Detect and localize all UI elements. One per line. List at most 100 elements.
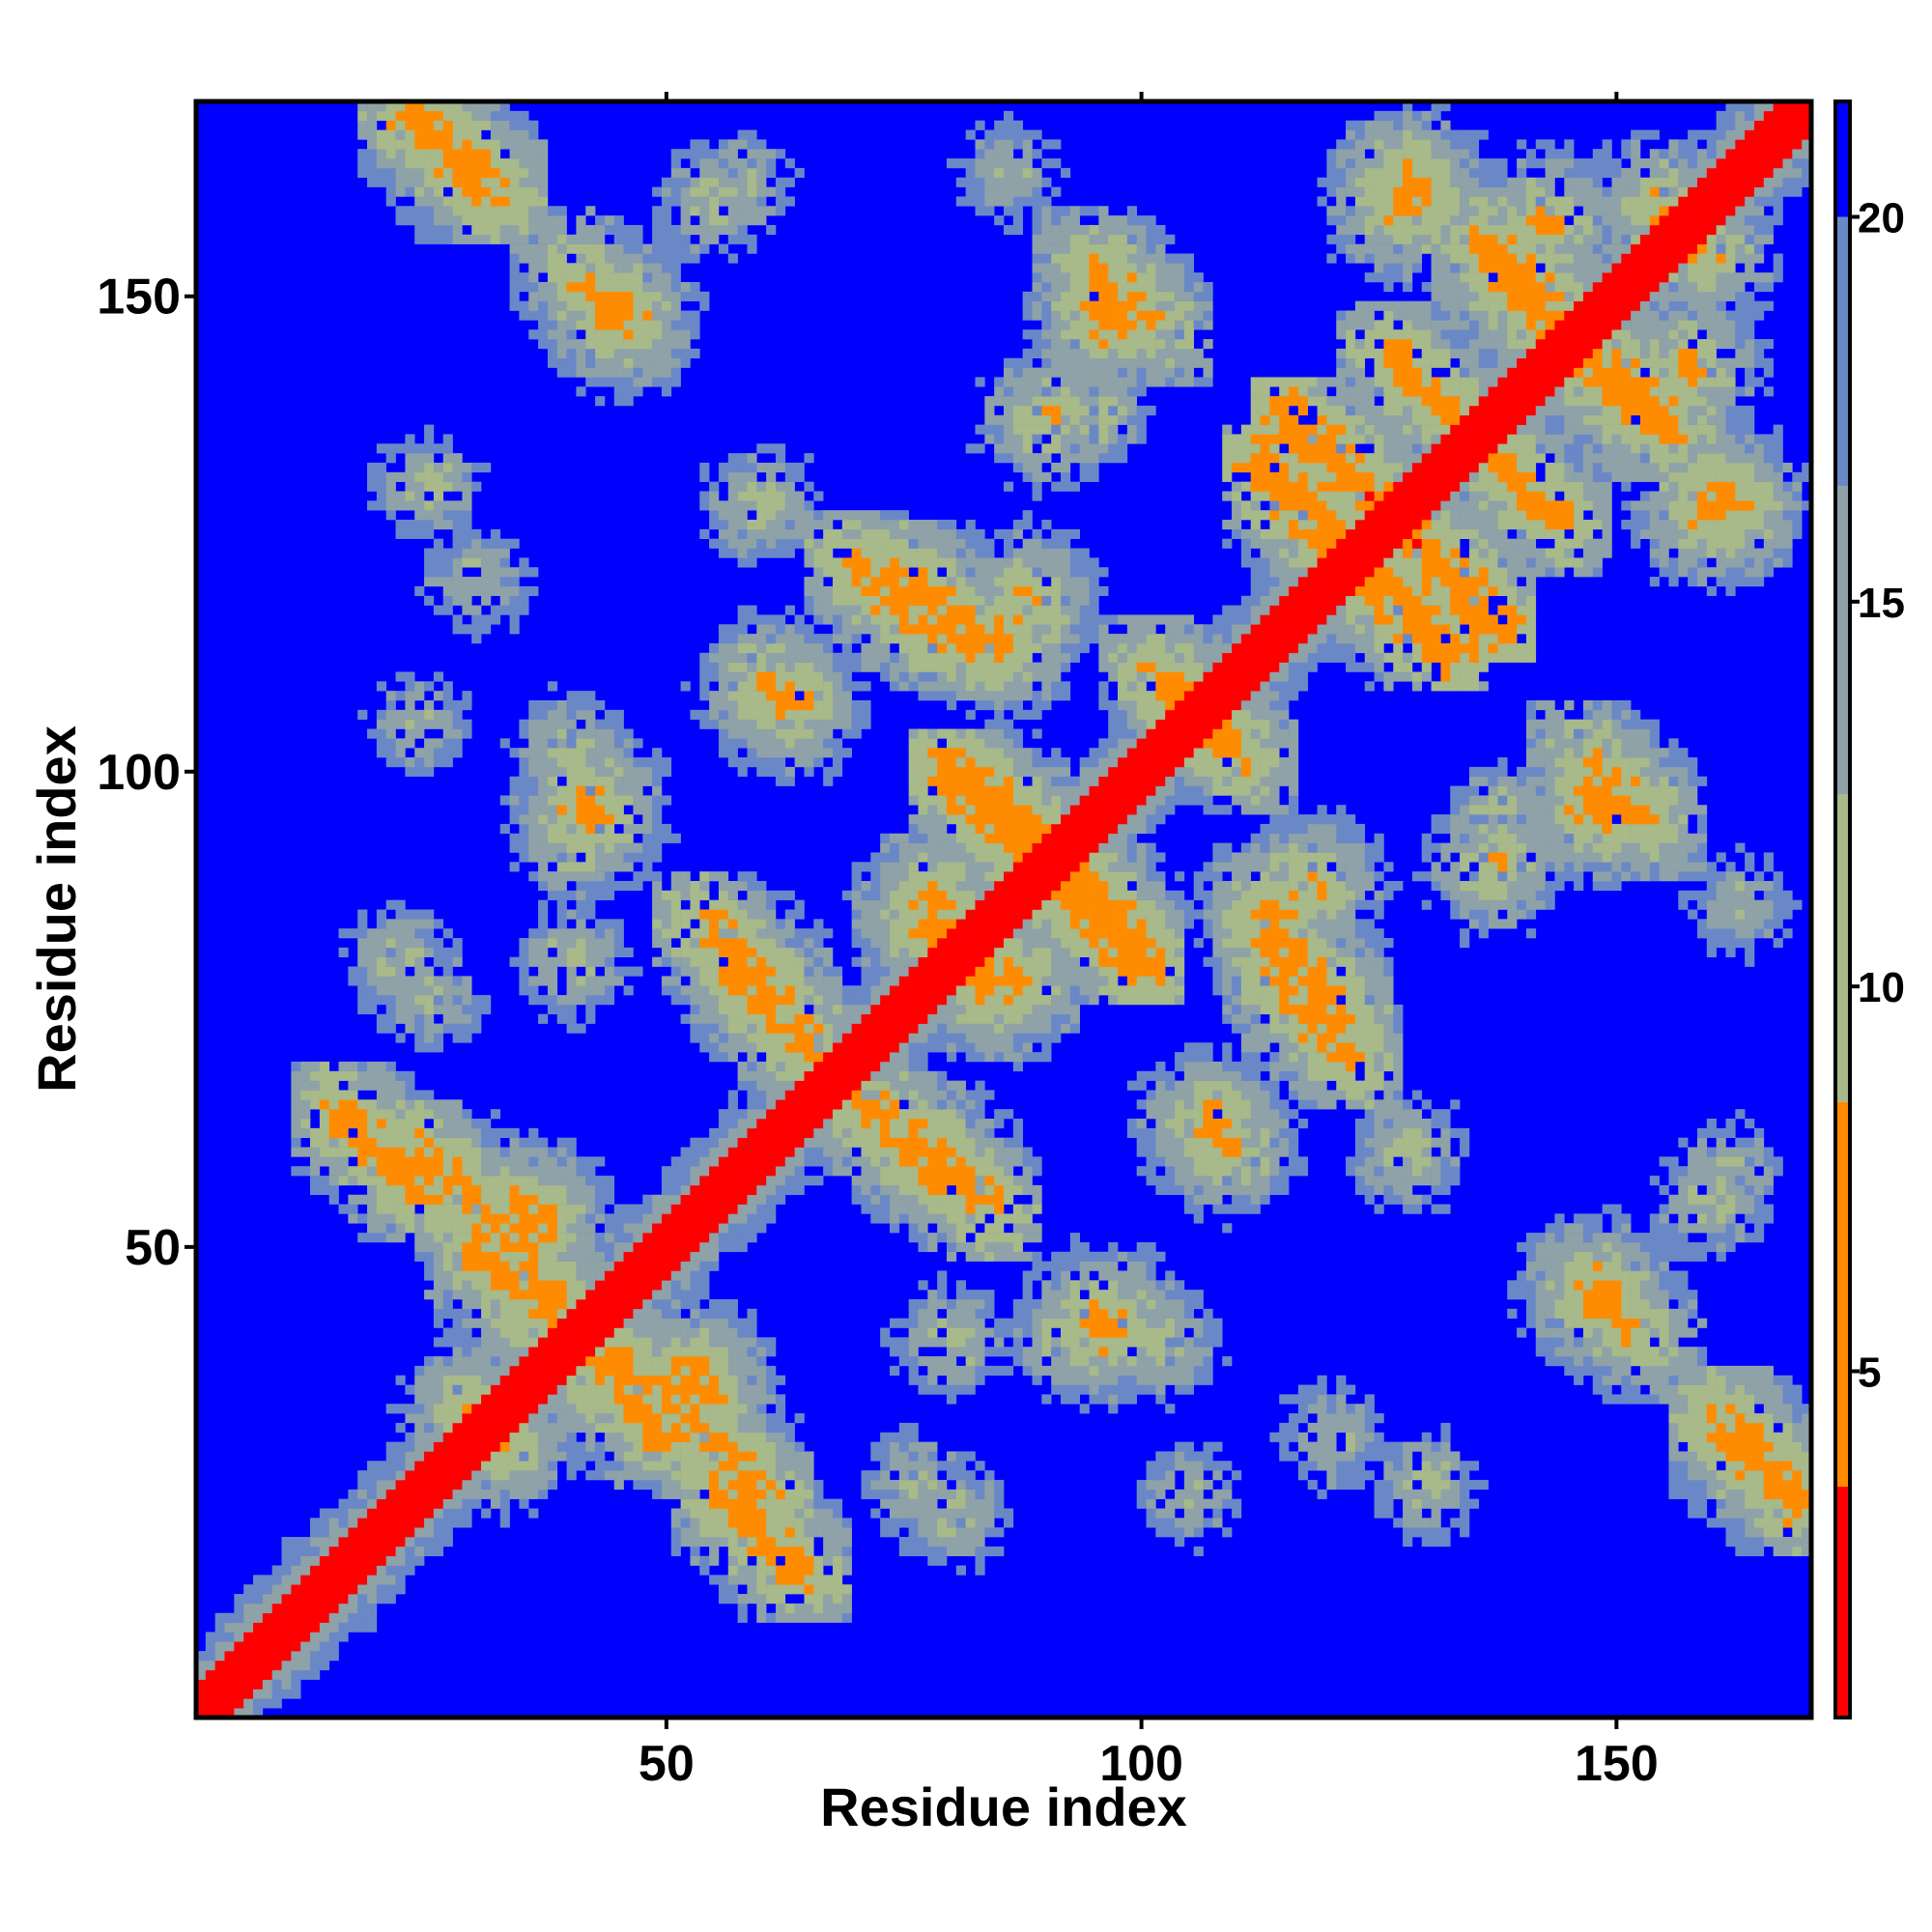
heatmap-cell: [727, 206, 738, 216]
heatmap-cell: [357, 995, 368, 1006]
heatmap-cell: [756, 624, 767, 635]
heatmap-cell: [737, 206, 748, 216]
heatmap-cell: [452, 624, 463, 635]
heatmap-cell: [680, 196, 691, 207]
heatmap-cell: [556, 1413, 567, 1424]
heatmap-cell: [908, 785, 919, 796]
heatmap-cell: [889, 1498, 900, 1509]
heatmap-cell: [699, 1413, 710, 1424]
heatmap-cell: [718, 167, 729, 179]
heatmap-cell: [633, 823, 643, 835]
heatmap-cell: [908, 1137, 919, 1148]
heatmap-cell: [452, 1441, 463, 1452]
heatmap-cell: [490, 158, 501, 169]
heatmap-cell: [452, 481, 463, 492]
heatmap-cell: [367, 976, 378, 986]
heatmap-cell: [462, 1384, 472, 1395]
heatmap-cell: [794, 1603, 805, 1614]
heatmap-cell: [424, 510, 435, 521]
heatmap-cell: [566, 367, 577, 378]
heatmap-cell: [528, 823, 539, 835]
heatmap-cell: [576, 728, 586, 739]
heatmap-cell: [442, 1461, 453, 1471]
heatmap-cell: [747, 1594, 757, 1605]
heatmap-cell: [281, 1603, 292, 1614]
heatmap-cell: [898, 928, 909, 939]
heatmap-cell: [727, 196, 738, 207]
heatmap-cell: [670, 167, 681, 179]
heatmap-cell: [690, 1470, 700, 1481]
heatmap-cell: [784, 1546, 795, 1556]
heatmap-cell: [699, 1204, 710, 1214]
heatmap-cell: [424, 158, 435, 169]
heatmap-cell: [547, 1365, 558, 1377]
heatmap-cell: [870, 871, 881, 882]
heatmap-cell: [376, 1099, 387, 1110]
heatmap-cell: [481, 1166, 492, 1177]
heatmap-cell: [623, 1432, 634, 1442]
heatmap-cell: [889, 595, 900, 606]
heatmap-cell: [556, 862, 567, 872]
heatmap-cell: [367, 1518, 378, 1528]
heatmap-cell: [328, 1575, 339, 1585]
heatmap-cell: [908, 1347, 919, 1357]
heatmap-cell: [613, 728, 624, 739]
heatmap-cell: [727, 899, 738, 910]
heatmap-cell: [918, 1384, 928, 1395]
heatmap-cell: [519, 956, 529, 967]
heatmap-cell: [462, 1156, 472, 1167]
heatmap-cell: [642, 1251, 653, 1262]
heatmap-cell: [804, 1603, 814, 1614]
heatmap-cell: [395, 909, 406, 920]
heatmap-cell: [519, 1251, 529, 1262]
heatmap-cell: [585, 281, 596, 293]
heatmap-cell: [499, 1223, 510, 1234]
heatmap-cell: [566, 757, 577, 768]
heatmap-cell: [442, 120, 453, 130]
heatmap-cell: [861, 1070, 871, 1081]
heatmap-cell: [424, 1356, 435, 1367]
heatmap-cell: [633, 766, 643, 778]
heatmap-cell: [424, 567, 435, 578]
heatmap-cell: [528, 585, 539, 597]
heatmap-cell: [823, 567, 834, 578]
heatmap-cell: [832, 766, 843, 778]
heatmap-cell: [538, 805, 549, 815]
heatmap-cell: [509, 110, 520, 121]
heatmap-cell: [737, 1194, 748, 1205]
heatmap-cell: [737, 1575, 748, 1585]
heatmap-cell: [452, 985, 463, 996]
heatmap-cell: [804, 1461, 814, 1471]
heatmap-cell: [784, 1099, 795, 1110]
heatmap-cell: [832, 1555, 843, 1566]
heatmap-cell: [898, 548, 909, 558]
heatmap-cell: [281, 1537, 292, 1548]
heatmap-cell: [433, 1441, 444, 1452]
heatmap-cell: [310, 1603, 321, 1614]
heatmap-cell: [528, 186, 539, 197]
heatmap-cell: [908, 1042, 919, 1053]
heatmap-cell: [462, 1290, 472, 1300]
heatmap-cell: [452, 548, 463, 558]
heatmap-cell: [784, 928, 795, 939]
heatmap-cell: [357, 1004, 368, 1015]
heatmap-cell: [880, 642, 891, 654]
heatmap-cell: [556, 1223, 567, 1234]
heatmap-cell: [775, 1603, 786, 1614]
heatmap-cell: [747, 206, 757, 216]
heatmap-cell: [576, 1337, 586, 1348]
heatmap-cell: [642, 1261, 653, 1271]
heatmap-cell: [880, 1080, 891, 1091]
heatmap-cell: [442, 548, 453, 558]
heatmap-cell: [680, 320, 691, 330]
heatmap-cell: [661, 224, 672, 236]
heatmap-cell: [452, 167, 463, 179]
heatmap-cell: [918, 1375, 928, 1385]
heatmap-cell: [547, 1432, 558, 1442]
heatmap-cell: [756, 1518, 767, 1528]
heatmap-cell: [737, 1498, 748, 1509]
heatmap-cell: [547, 1308, 558, 1319]
heatmap-cell: [433, 1147, 444, 1157]
heatmap-cell: [528, 766, 539, 778]
heatmap-cell: [566, 1223, 577, 1234]
